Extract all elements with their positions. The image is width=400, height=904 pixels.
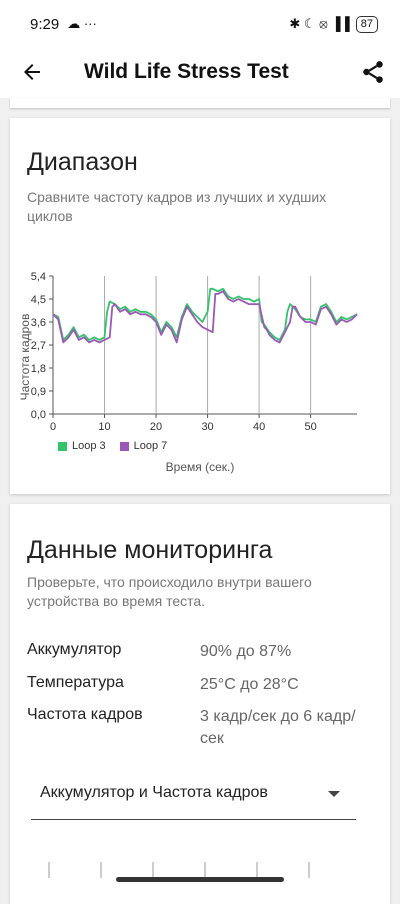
range-card-subtitle: Сравните частоту кадров из лучших и худш… bbox=[27, 189, 327, 224]
y-tick-label: 2,7 bbox=[31, 340, 46, 352]
y-tick-label: 0,9 bbox=[31, 386, 46, 398]
monitor-value: 3 кадр/сек до 6 кадр/сек bbox=[200, 708, 356, 747]
range-card: Диапазон Сравните частоту кадров из лучш… bbox=[10, 118, 390, 494]
series-line-loop-7 bbox=[52, 290, 358, 344]
monitor-card: Данные мониторинга Проверьте, что происх… bbox=[10, 504, 390, 904]
x-tick-label: 50 bbox=[305, 421, 317, 433]
status-extras: ☁ ··· bbox=[67, 16, 97, 31]
x-tick-label: 30 bbox=[201, 421, 213, 433]
monitor-value: 90% до 87% bbox=[200, 643, 292, 660]
series-line-loop-3 bbox=[52, 287, 358, 341]
arrow-left-icon[interactable] bbox=[20, 60, 44, 84]
status-right: ✱ ☾ ⦻ ▐▐ 87 bbox=[289, 15, 378, 33]
fps-line-chart: 0 10 20 30 40 50 0,0 0,9 1,8 2,7 3,6 4,5 5,4 bbox=[31, 271, 358, 433]
legend-item-loop-7: Loop 7 bbox=[119, 440, 168, 452]
battery-icon: 87 bbox=[355, 15, 378, 33]
x-tick-label: 40 bbox=[253, 421, 265, 433]
monitor-card-subtitle: Проверьте, что происходило внутри вашего… bbox=[27, 574, 312, 609]
monitor-label: Аккумулятор bbox=[27, 641, 122, 658]
x-tick-label: 0 bbox=[50, 421, 56, 433]
x-tick-label: 20 bbox=[150, 421, 162, 433]
chart-legend: Loop 3 Loop 7 bbox=[58, 440, 167, 452]
status-time: 9:29 bbox=[30, 15, 60, 33]
page-title: Wild Life Stress Test bbox=[84, 60, 289, 83]
dropdown-selected-value: Аккумулятор и Частота кадров bbox=[40, 784, 268, 801]
status-left: 9:29 ☁ ··· bbox=[30, 16, 97, 33]
monitor-label: Частота кадров bbox=[27, 706, 143, 723]
y-tick-label: 3,6 bbox=[31, 317, 46, 329]
app-bar: Wild Life Stress Test bbox=[0, 48, 400, 98]
legend-swatch-loop-7 bbox=[119, 441, 129, 451]
monitor-value: 25°C до 28°C bbox=[200, 676, 299, 693]
chevron-down-icon[interactable] bbox=[328, 791, 340, 797]
legend-label-loop-7: Loop 7 bbox=[133, 440, 168, 452]
chart-y-axis-label: Частота кадров bbox=[18, 313, 32, 401]
y-tick-label: 4,5 bbox=[31, 294, 46, 306]
x-tick-label: 10 bbox=[98, 421, 110, 433]
share-icon[interactable] bbox=[360, 59, 386, 85]
previous-card bbox=[10, 98, 390, 108]
legend-item-loop-3: Loop 3 bbox=[58, 440, 106, 452]
y-tick-label: 1,8 bbox=[31, 363, 46, 375]
y-tick-label: 0,0 bbox=[31, 409, 46, 421]
status-bar: 9:29 ☁ ··· ✱ ☾ ⦻ ▐▐ 87 bbox=[0, 0, 400, 48]
range-card-title: Диапазон bbox=[27, 148, 138, 176]
next-chart-gridlines bbox=[48, 862, 310, 878]
legend-swatch-loop-3 bbox=[58, 441, 67, 451]
status-icons: ✱ ☾ ⦻ ▐▐ bbox=[289, 16, 350, 31]
chart-x-axis-label: Время (сек.) bbox=[165, 460, 235, 474]
metric-dropdown[interactable]: Аккумулятор и Частота кадров bbox=[31, 774, 356, 820]
y-tick-label: 5,4 bbox=[31, 271, 46, 283]
monitor-card-title: Данные мониторинга bbox=[27, 536, 273, 564]
monitor-label: Температура bbox=[27, 674, 124, 691]
home-indicator[interactable] bbox=[116, 877, 284, 882]
legend-label-loop-3: Loop 3 bbox=[72, 440, 106, 452]
